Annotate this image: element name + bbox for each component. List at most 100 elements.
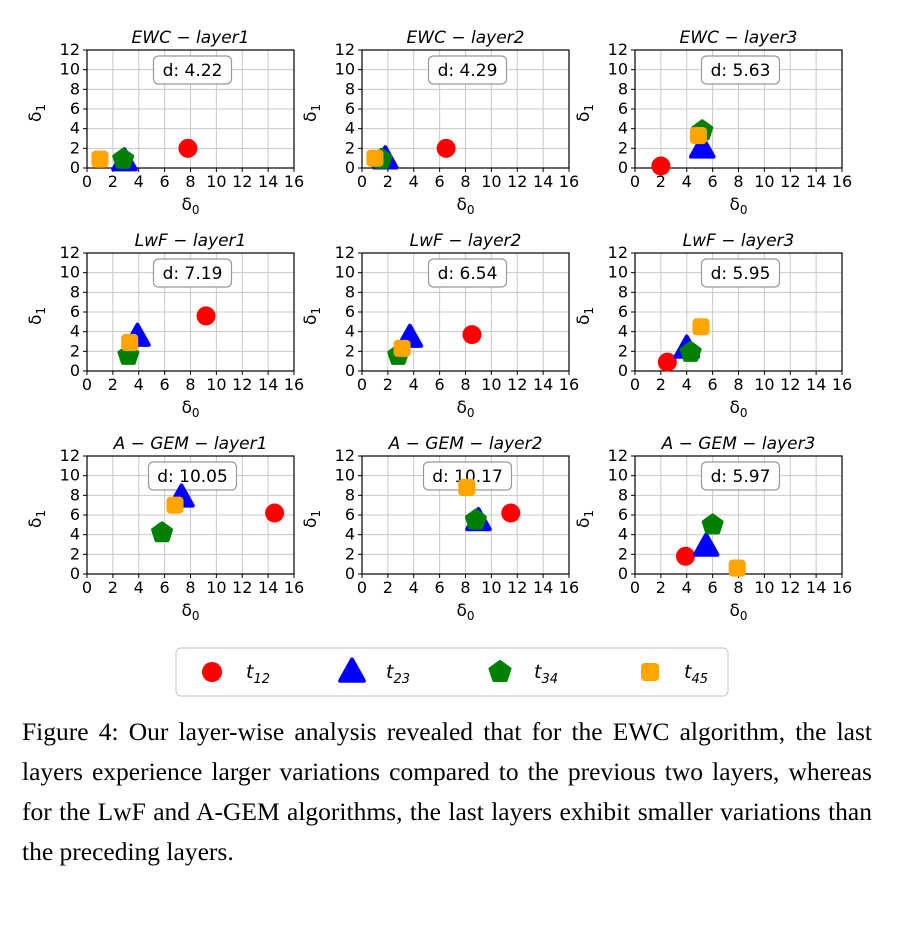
distance-annotation-box [152, 258, 233, 288]
x-tick-label: 16 [284, 375, 304, 394]
y-axis-label: δ1 [26, 510, 48, 528]
distance-annotation: d: 4.22 [163, 61, 223, 81]
x-tick-label: 6 [435, 172, 445, 191]
y-tick-label: 6 [618, 99, 628, 118]
x-tick-label: 16 [832, 375, 852, 394]
y-tick-label: 10 [608, 60, 628, 79]
y-axis-label: δ1 [574, 510, 596, 528]
x-tick-label: 16 [284, 172, 304, 191]
x-tick-label: 4 [134, 172, 144, 191]
y-tick-label: 4 [345, 322, 355, 341]
y-tick-label: 2 [618, 138, 628, 157]
x-tick-label: 12 [232, 172, 252, 191]
x-tick-label: 10 [206, 578, 226, 597]
x-tick-label: 4 [682, 172, 692, 191]
y-tick-label: 0 [618, 361, 628, 380]
legend-marker-t34 [488, 660, 512, 682]
figure-grid: 0 2 4 6 8 10 12 14 16 0 2 4 6 8 10 12 EWC − layer1 δ0 δ1 d:… [26, 28, 852, 697]
x-tick-label: 0 [630, 375, 640, 394]
point-t23 [688, 134, 716, 159]
y-tick-label: 12 [60, 446, 80, 465]
distance-annotation-box [147, 461, 238, 491]
y-tick-label: 2 [618, 341, 628, 360]
y-axis-label: δ1 [574, 104, 596, 122]
x-tick-label: 2 [656, 375, 666, 394]
x-tick-label: 8 [185, 578, 195, 597]
y-tick-label: 0 [70, 361, 80, 380]
y-tick-label: 10 [60, 60, 80, 79]
x-tick-label: 0 [630, 172, 640, 191]
x-tick-label: 14 [806, 172, 826, 191]
y-tick-label: 4 [345, 525, 355, 544]
x-tick-label: 16 [559, 375, 579, 394]
distance-annotation: d: 6.54 [438, 264, 498, 284]
y-tick-label: 10 [335, 466, 355, 485]
y-tick-label: 12 [60, 243, 80, 262]
point-t34 [112, 147, 135, 169]
y-tick-label: 10 [335, 263, 355, 282]
x-tick-label: 4 [409, 172, 419, 191]
x-axis-label: δ0 [456, 398, 474, 420]
point-t45 [393, 339, 411, 357]
y-tick-label: 2 [618, 544, 628, 563]
point-t12 [657, 352, 677, 372]
figure-caption: Figure 4: Our layer-wise analysis reveal… [22, 717, 872, 866]
x-tick-label: 4 [682, 578, 692, 597]
point-t12 [651, 156, 671, 176]
y-tick-label: 2 [70, 341, 80, 360]
y-tick-label: 10 [60, 263, 80, 282]
y-tick-label: 12 [335, 40, 355, 59]
point-t45 [166, 496, 184, 514]
x-tick-label: 10 [754, 578, 774, 597]
x-tick-label: 4 [134, 578, 144, 597]
y-tick-label: 2 [345, 341, 355, 360]
y-tick-label: 6 [70, 302, 80, 321]
y-tick-label: 10 [335, 60, 355, 79]
y-tick-label: 8 [345, 282, 355, 301]
y-tick-label: 8 [618, 485, 628, 504]
point-t12 [196, 306, 216, 326]
y-tick-label: 12 [608, 40, 628, 59]
x-tick-label: 12 [780, 578, 800, 597]
subplot-title: A − GEM − layer1 [113, 434, 268, 454]
subplot-title: EWC − layer3 [680, 28, 798, 48]
y-tick-label: 6 [345, 302, 355, 321]
point-t23 [692, 532, 720, 557]
y-tick-label: 4 [345, 119, 355, 138]
x-tick-label: 14 [258, 172, 278, 191]
x-tick-label: 2 [383, 172, 393, 191]
legend-box [175, 647, 729, 697]
y-axis-label: δ1 [26, 307, 48, 325]
x-tick-label: 14 [533, 578, 553, 597]
x-axis-label: δ0 [181, 195, 199, 217]
x-tick-label: 2 [656, 172, 666, 191]
y-tick-label: 0 [70, 158, 80, 177]
y-tick-label: 0 [345, 564, 355, 583]
x-tick-label: 14 [806, 578, 826, 597]
y-tick-label: 8 [70, 282, 80, 301]
point-t45 [458, 478, 476, 497]
y-tick-label: 4 [618, 525, 628, 544]
point-t12 [675, 546, 695, 566]
distance-annotation: d: 5.63 [711, 61, 771, 81]
y-tick-label: 12 [60, 40, 80, 59]
x-tick-label: 10 [754, 172, 774, 191]
x-tick-label: 8 [185, 172, 195, 191]
point-t12 [436, 138, 456, 158]
x-tick-label: 10 [481, 375, 501, 394]
y-tick-label: 2 [345, 544, 355, 563]
x-tick-label: 4 [409, 375, 419, 394]
x-tick-label: 10 [206, 375, 226, 394]
x-tick-label: 6 [435, 578, 445, 597]
y-tick-label: 2 [345, 138, 355, 157]
y-axis-label: δ1 [301, 307, 323, 325]
y-tick-label: 4 [618, 119, 628, 138]
y-tick-label: 0 [345, 158, 355, 177]
